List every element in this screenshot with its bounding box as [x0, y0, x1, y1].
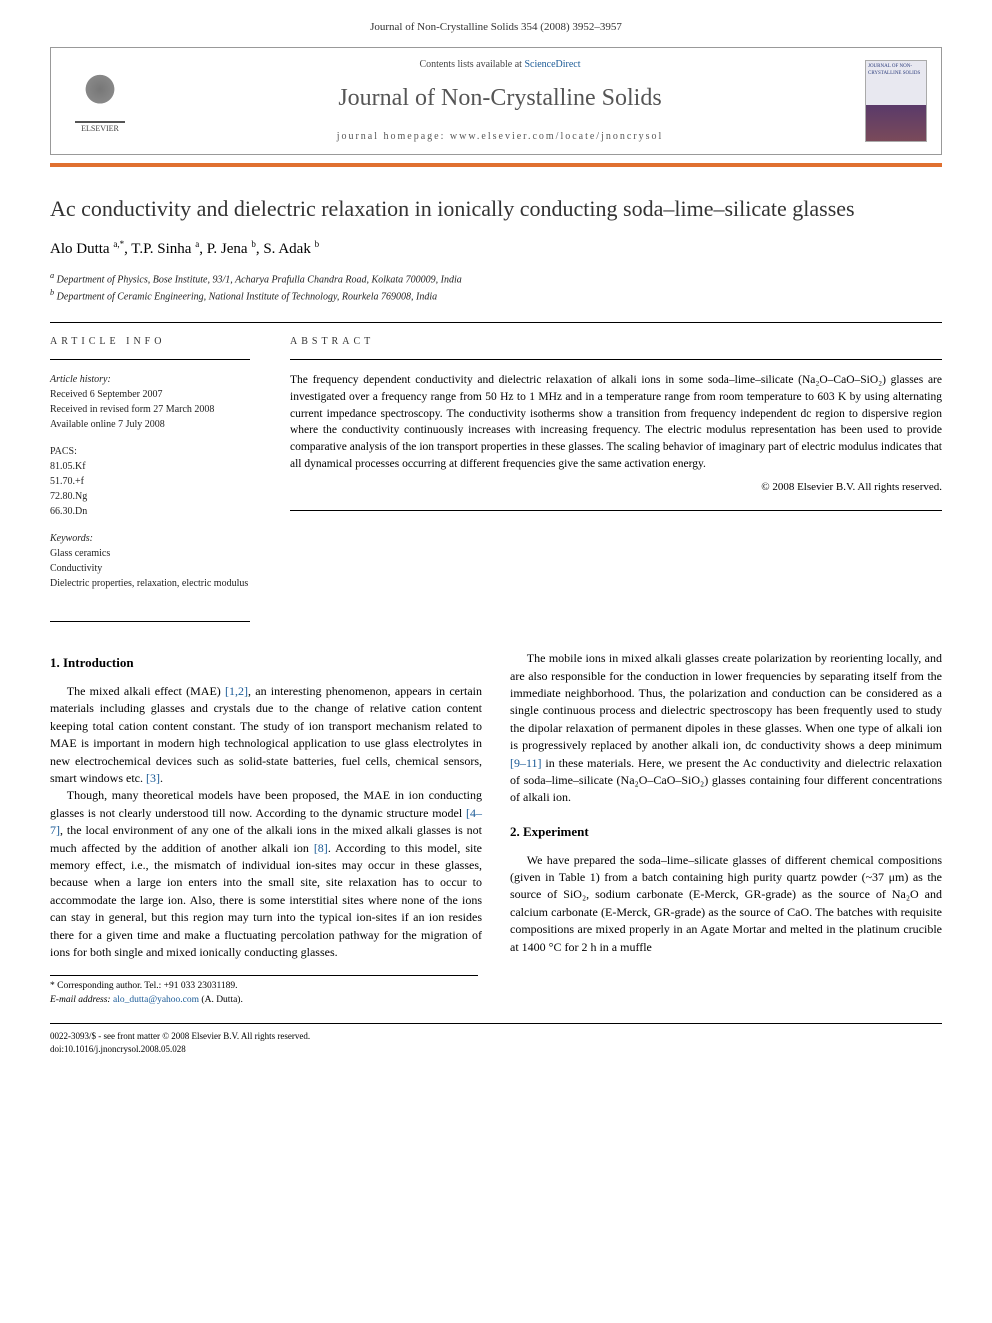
footer-doi: doi:10.1016/j.jnoncrysol.2008.05.028: [50, 1043, 310, 1056]
journal-name: Journal of Non-Crystalline Solids: [135, 82, 865, 116]
journal-cover-thumbnail: JOURNAL OF NON-CRYSTALLINE SOLIDS: [865, 60, 927, 142]
contents-prefix: Contents lists available at: [419, 59, 524, 70]
section-heading-experiment: 2. Experiment: [510, 823, 942, 842]
article-title: Ac conductivity and dielectric relaxatio…: [50, 195, 942, 224]
email-author: (A. Dutta).: [201, 995, 242, 1005]
publisher-name: ELSEVIER: [81, 123, 119, 134]
article-history: Article history: Received 6 September 20…: [50, 372, 250, 432]
pacs-item: 81.05.Kf: [50, 459, 250, 474]
history-head: Article history:: [50, 372, 250, 387]
copyright-line: © 2008 Elsevier B.V. All rights reserved…: [290, 480, 942, 495]
corresponding-email-link[interactable]: alo_dutta@yahoo.com: [113, 995, 199, 1005]
journal-header: ELSEVIER Contents lists available at Sci…: [50, 47, 942, 155]
article-info-column: ARTICLE INFO Article history: Received 6…: [50, 335, 250, 603]
body-text: 1. Introduction The mixed alkali effect …: [50, 650, 942, 961]
corresponding-author-note: * Corresponding author. Tel.: +91 033 23…: [50, 975, 478, 1007]
email-label: E-mail address:: [50, 995, 111, 1005]
publisher-logo: ELSEVIER: [65, 61, 135, 141]
footer-copyright: 0022-3093/$ - see front matter © 2008 El…: [50, 1030, 310, 1043]
journal-homepage: journal homepage: www.elsevier.com/locat…: [135, 130, 865, 144]
keyword-item: Glass ceramics: [50, 546, 250, 561]
keyword-item: Conductivity: [50, 561, 250, 576]
paragraph: The mixed alkali effect (MAE) [1,2], an …: [50, 683, 482, 787]
journal-reference: Journal of Non-Crystalline Solids 354 (2…: [50, 20, 942, 35]
sciencedirect-link[interactable]: ScienceDirect: [524, 59, 580, 70]
section-heading-introduction: 1. Introduction: [50, 654, 482, 673]
footer-left: 0022-3093/$ - see front matter © 2008 El…: [50, 1030, 310, 1055]
paragraph: Though, many theoretical models have bee…: [50, 787, 482, 961]
affiliation-b: b Department of Ceramic Engineering, Nat…: [50, 287, 942, 304]
affiliation-a: a Department of Physics, Bose Institute,…: [50, 270, 942, 287]
pacs-block: PACS: 81.05.Kf 51.70.+f 72.80.Ng 66.30.D…: [50, 444, 250, 519]
affiliations: a Department of Physics, Bose Institute,…: [50, 270, 942, 305]
elsevier-tree-icon: [75, 68, 125, 123]
history-received: Received 6 September 2007: [50, 387, 250, 402]
page-footer: 0022-3093/$ - see front matter © 2008 El…: [50, 1023, 942, 1055]
pacs-item: 66.30.Dn: [50, 504, 250, 519]
divider: [50, 621, 250, 622]
abstract-text: The frequency dependent conductivity and…: [290, 372, 942, 472]
abstract-column: ABSTRACT The frequency dependent conduct…: [290, 335, 942, 603]
abstract-label: ABSTRACT: [290, 335, 942, 349]
article-info-label: ARTICLE INFO: [50, 335, 250, 349]
author-list: Alo Dutta a,*, T.P. Sinha a, P. Jena b, …: [50, 238, 942, 260]
pacs-item: 72.80.Ng: [50, 489, 250, 504]
paragraph: We have prepared the soda–lime–silicate …: [510, 852, 942, 956]
keywords-head: Keywords:: [50, 531, 250, 546]
accent-bar: [50, 163, 942, 167]
pacs-head: PACS:: [50, 444, 250, 459]
divider: [50, 359, 250, 360]
paragraph: The mobile ions in mixed alkali glasses …: [510, 650, 942, 807]
history-online: Available online 7 July 2008: [50, 417, 250, 432]
pacs-item: 51.70.+f: [50, 474, 250, 489]
divider: [290, 510, 942, 511]
corresponding-label: * Corresponding author. Tel.: +91 033 23…: [50, 980, 478, 993]
history-revised: Received in revised form 27 March 2008: [50, 402, 250, 417]
keyword-item: Dielectric properties, relaxation, elect…: [50, 576, 250, 591]
meta-abstract-row: ARTICLE INFO Article history: Received 6…: [50, 335, 942, 603]
divider: [50, 322, 942, 323]
contents-available-line: Contents lists available at ScienceDirec…: [135, 58, 865, 72]
keywords-block: Keywords: Glass ceramics Conductivity Di…: [50, 531, 250, 591]
divider: [290, 359, 942, 360]
header-center: Contents lists available at ScienceDirec…: [135, 58, 865, 144]
